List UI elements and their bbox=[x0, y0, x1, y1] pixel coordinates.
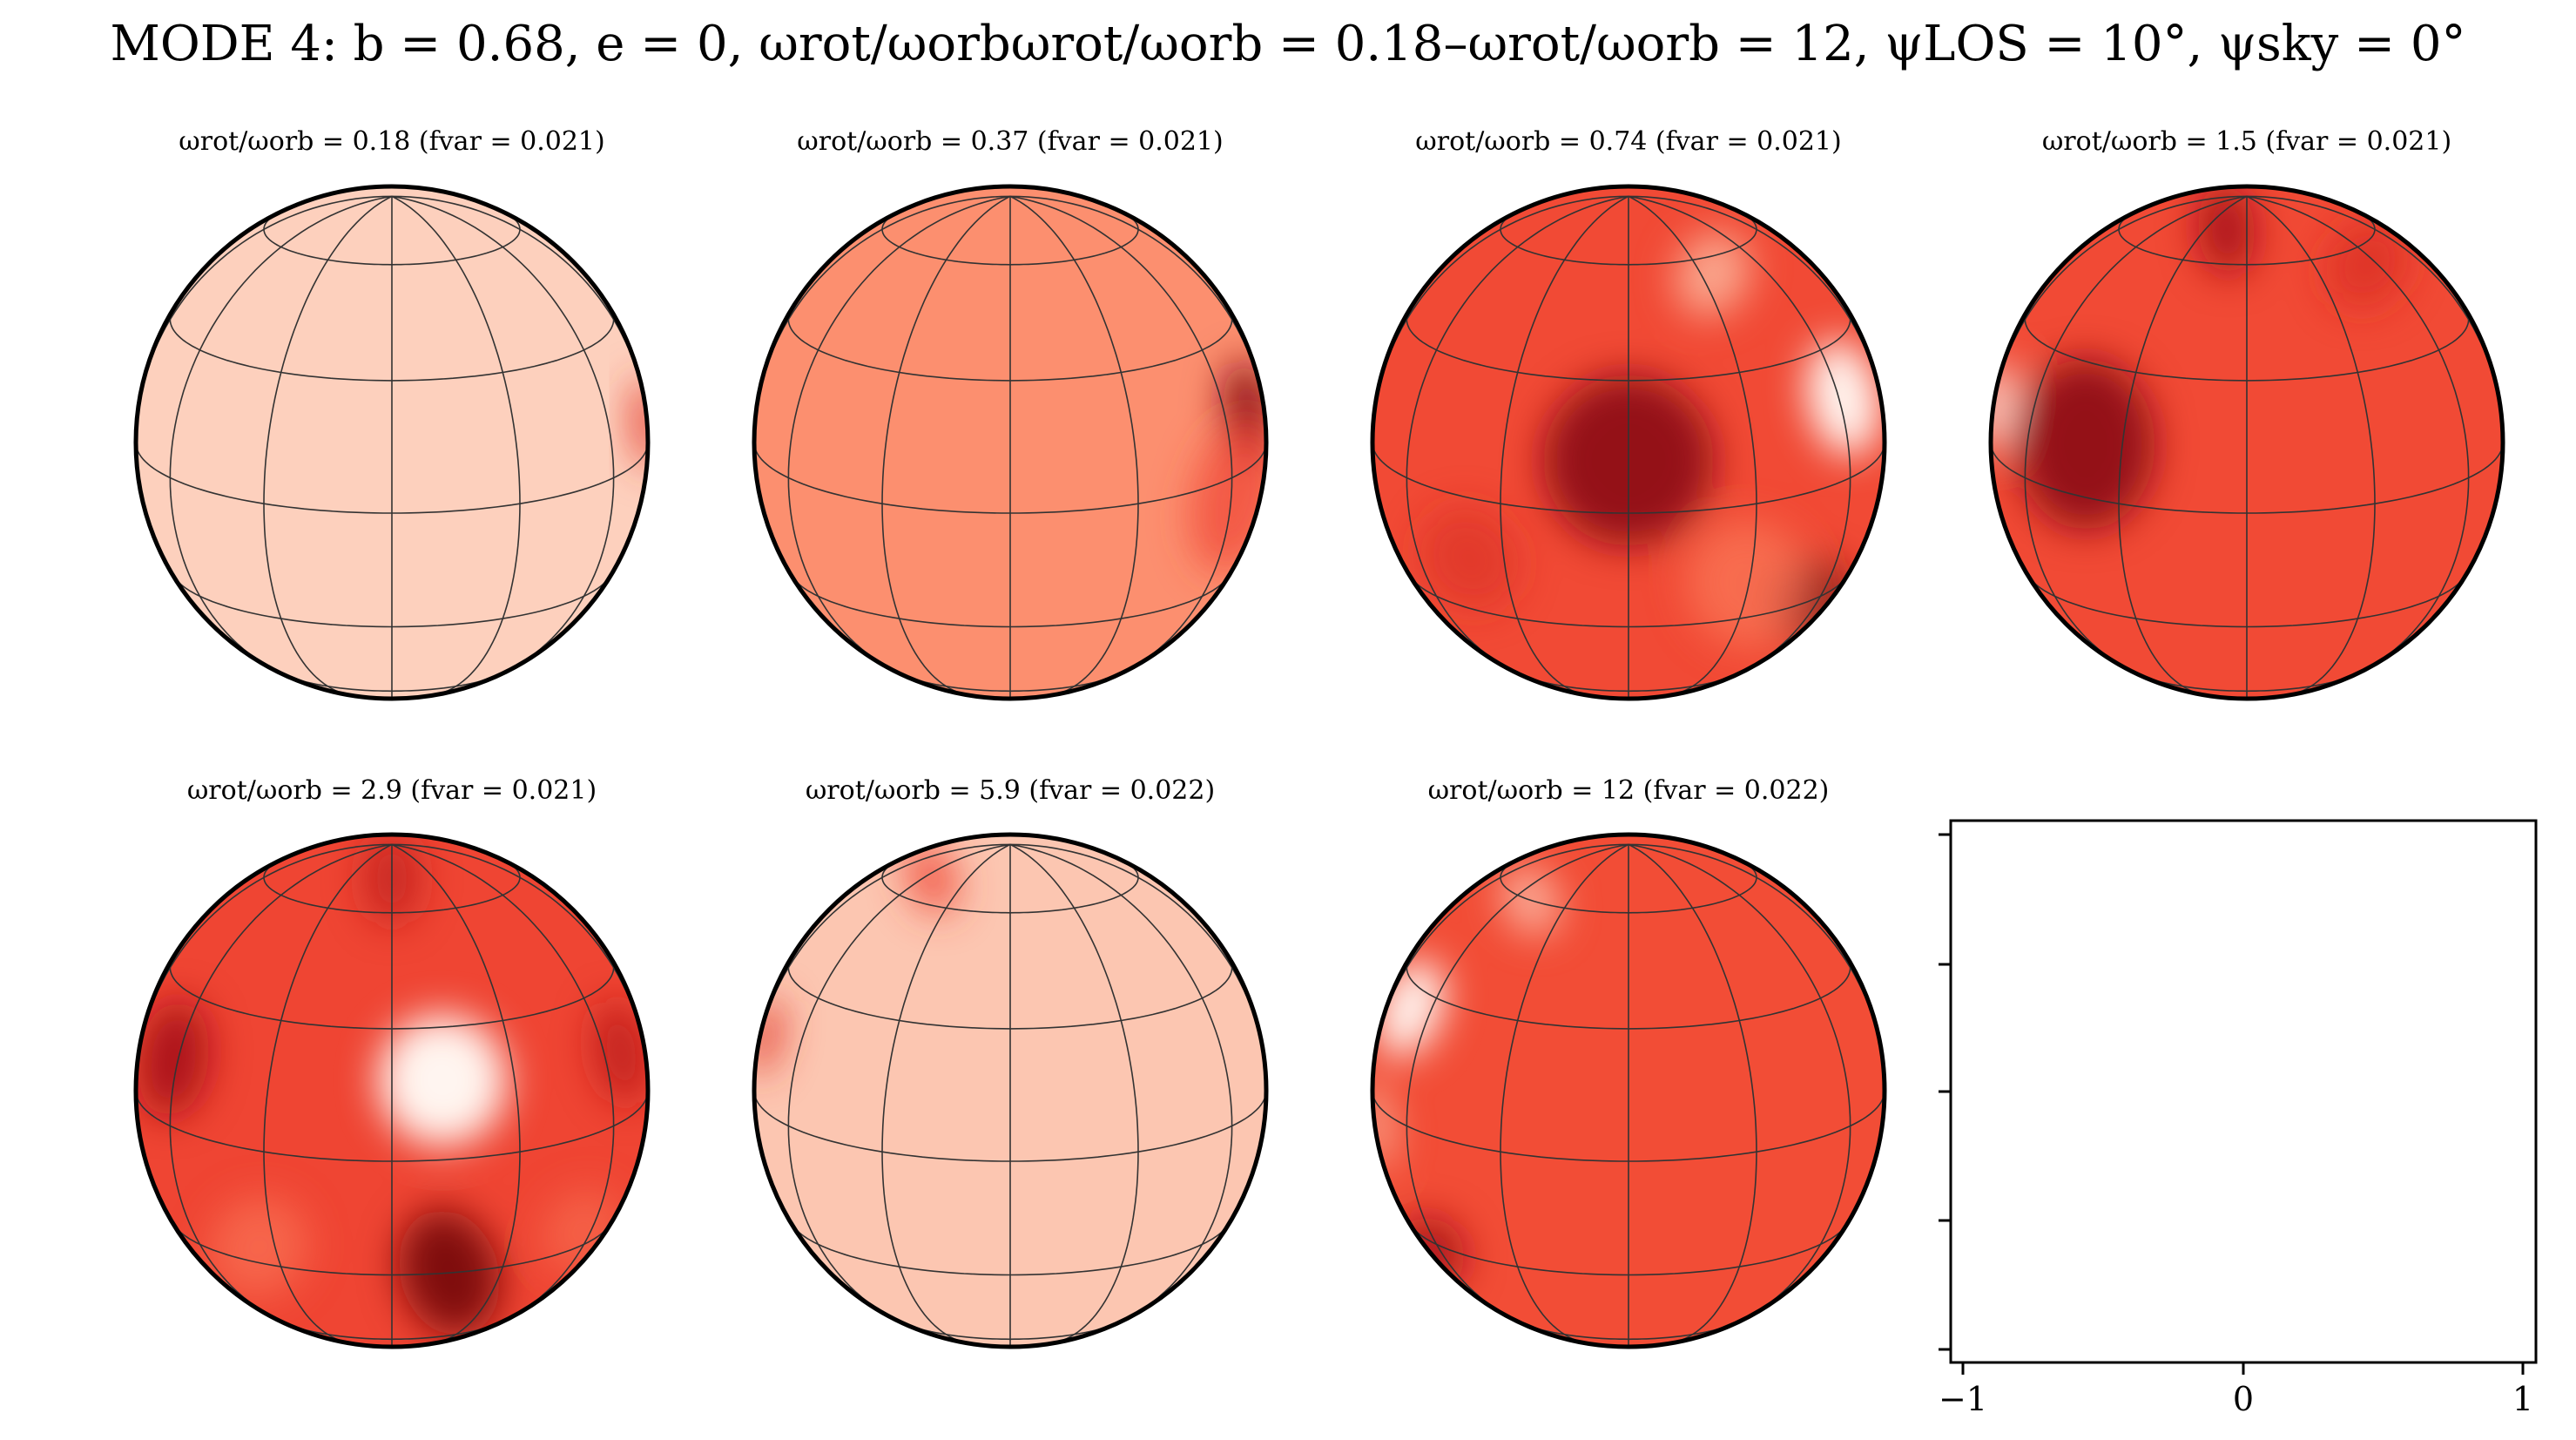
meridian-line bbox=[2246, 195, 2470, 674]
surface-spot bbox=[2324, 219, 2410, 309]
meridian-line bbox=[1406, 195, 1629, 674]
meridian-line bbox=[1009, 195, 1139, 696]
meridian-line bbox=[391, 843, 615, 1322]
meridian-line bbox=[1628, 195, 1757, 696]
meridian-line bbox=[1406, 843, 1629, 1322]
meridian-line bbox=[787, 843, 1011, 1322]
empty-axes-frame bbox=[1949, 819, 2538, 1364]
surface-spot bbox=[1806, 340, 1881, 456]
meridian-line bbox=[169, 843, 393, 1322]
meridian-line bbox=[1009, 843, 1139, 1344]
meridian-line bbox=[263, 843, 393, 1344]
panel-6-label: ωrot/ωorb = 5.9 (fvar = 0.022) bbox=[805, 775, 1216, 806]
meridian-line bbox=[881, 843, 1011, 1344]
sphere-panel-1 bbox=[133, 184, 651, 701]
sphere-outline bbox=[133, 832, 651, 1349]
sphere-panel-7 bbox=[1370, 832, 1887, 1349]
sphere-outline bbox=[1370, 832, 1887, 1349]
x-tick-label-1: 1 bbox=[2512, 1380, 2534, 1418]
panel-4-label: ωrot/ωorb = 1.5 (fvar = 0.021) bbox=[2041, 126, 2452, 157]
panel-3-label: ωrot/ωorb = 0.74 (fvar = 0.021) bbox=[1415, 126, 1842, 157]
figure-title: MODE 4: b = 0.68, e = 0, ωrot/ωorbωrot/ω… bbox=[110, 16, 2466, 72]
sphere-outline bbox=[1370, 184, 1887, 701]
surface-spot bbox=[2016, 358, 2155, 531]
meridian-line bbox=[1628, 843, 1757, 1344]
sphere-panel-5 bbox=[133, 832, 651, 1349]
empty-axes-x-ticks bbox=[1961, 1362, 2525, 1375]
x-tick-label-neg1: −1 bbox=[1938, 1380, 1988, 1418]
meridian-line bbox=[2246, 195, 2376, 696]
sphere-outline bbox=[752, 832, 1269, 1349]
empty-axes-y-ticks bbox=[1939, 833, 1951, 1351]
meridian-line bbox=[881, 195, 1011, 696]
surface-spot bbox=[1419, 506, 1521, 611]
panel-5-label: ωrot/ωorb = 2.9 (fvar = 0.021) bbox=[186, 775, 597, 806]
meridian-line bbox=[169, 195, 393, 674]
surface-spot bbox=[1991, 361, 2013, 451]
sphere-panel-4 bbox=[1988, 184, 2505, 701]
meridian-line bbox=[1500, 195, 1629, 696]
meridian-line bbox=[1009, 195, 1233, 674]
sphere-outline bbox=[1988, 184, 2505, 701]
panel-1-label: ωrot/ωorb = 0.18 (fvar = 0.021) bbox=[179, 126, 605, 157]
meridian-line bbox=[1628, 195, 1851, 674]
graticule bbox=[136, 843, 648, 1347]
meridian-line bbox=[1500, 843, 1629, 1344]
sphere-outline bbox=[133, 184, 651, 701]
panel-7-label: ωrot/ωorb = 12 (fvar = 0.022) bbox=[1427, 775, 1830, 806]
surface-spot bbox=[2197, 186, 2256, 275]
surface-spot bbox=[1675, 231, 1751, 317]
meridian-line bbox=[1009, 843, 1233, 1322]
surface-spot bbox=[377, 1014, 508, 1146]
meridian-line bbox=[1628, 843, 1851, 1322]
meridian-line bbox=[391, 843, 521, 1344]
meridian-line bbox=[391, 195, 615, 674]
meridian-line bbox=[2118, 195, 2248, 696]
surface-spot bbox=[905, 841, 959, 915]
surface-spot bbox=[138, 1000, 210, 1118]
meridian-line bbox=[263, 195, 393, 696]
panel-2-label: ωrot/ωorb = 0.37 (fvar = 0.021) bbox=[797, 126, 1224, 157]
sphere-panel-3 bbox=[1370, 184, 1887, 701]
surface-spot bbox=[592, 1000, 648, 1105]
x-tick-label-0: 0 bbox=[2232, 1380, 2255, 1418]
sphere-outline bbox=[752, 184, 1269, 701]
surface-spot bbox=[1372, 1078, 1394, 1170]
sphere-panel-6 bbox=[752, 832, 1269, 1349]
meridian-line bbox=[787, 195, 1011, 674]
meridian-line bbox=[391, 195, 521, 696]
meridian-line bbox=[2024, 195, 2248, 674]
